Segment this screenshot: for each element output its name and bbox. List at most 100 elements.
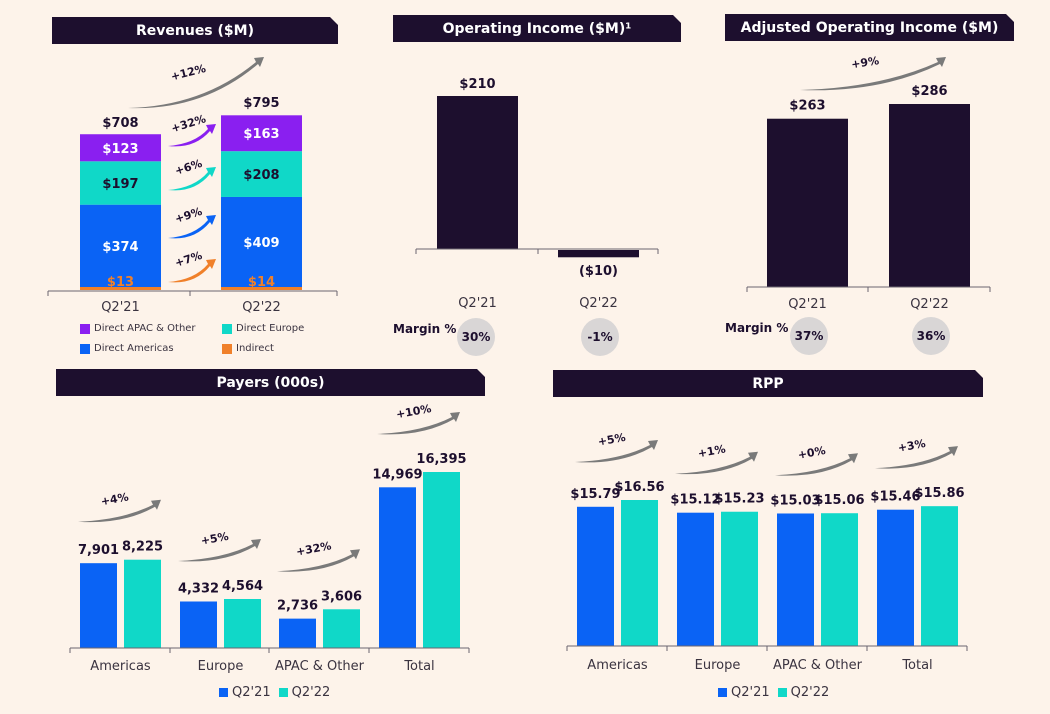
payers-2-growth-label: +32%	[295, 539, 332, 558]
payers-category-label: Americas	[90, 659, 151, 674]
rpp-value-label: $15.23	[714, 492, 764, 507]
payers-1-arrow-icon	[178, 539, 261, 562]
revenue-segment-1-arrow-icon	[168, 215, 216, 239]
operating-income-header: Operating Income ($M)¹	[393, 15, 681, 42]
payers-value-label: 8,225	[122, 540, 163, 555]
revenue-total-arrow-icon	[128, 57, 264, 109]
rpp-1-growth-label: +1%	[697, 442, 727, 460]
operating-income-bar	[437, 96, 518, 249]
operating-income-value-label: $210	[459, 77, 495, 92]
revenue-total-label: $795	[243, 96, 279, 111]
legend-label: Q2'21	[232, 685, 271, 700]
rpp-bar-q221	[577, 506, 614, 646]
payers-2-arrow-icon	[277, 549, 360, 572]
payers-bar-q222	[323, 609, 360, 648]
payers-1-growth-label: +5%	[200, 530, 230, 548]
rpp-1-arrow-icon	[675, 451, 758, 475]
adjusted-operating-income-value-label: $263	[789, 99, 825, 114]
revenues-header: Revenues ($M)	[52, 17, 338, 44]
legend-swatch-europe	[222, 323, 232, 334]
rpp-bar-q221	[777, 513, 814, 646]
revenue-value-label: $13	[107, 275, 134, 290]
payers-category-label: APAC & Other	[275, 659, 365, 674]
rpp-value-label: $15.12	[670, 493, 720, 508]
adjusted-operating-income-arrow-icon	[800, 57, 946, 91]
margin-label: Margin %	[725, 321, 789, 335]
legend-item-americas: Direct Americas	[80, 343, 174, 354]
margin-label: Margin %	[393, 322, 457, 336]
legend-swatch-indirect	[222, 343, 232, 354]
payers-header: Payers (000s)	[56, 369, 485, 396]
rpp-bar-q222	[921, 506, 958, 646]
payers-3-growth-label: +10%	[395, 402, 432, 421]
payers-bar-q222	[224, 599, 261, 648]
adjusted-operating-income-category-label: Q2'21	[788, 297, 827, 312]
adjusted-operating-income-growth-label: +9%	[850, 54, 880, 71]
rpp-value-label: $15.03	[770, 493, 820, 508]
rpp-legend: Q2'21 Q2'22	[718, 685, 829, 700]
payers-0-arrow-icon	[78, 499, 161, 523]
legend-label: Q2'21	[731, 685, 770, 700]
adjusted-operating-income-bar	[889, 104, 970, 287]
revenue-value-label: $197	[102, 177, 138, 192]
rpp-3-arrow-icon	[875, 446, 958, 469]
payers-bar-q222	[423, 472, 460, 648]
operating-income-category-label: Q2'21	[458, 296, 497, 311]
revenue-bar-direct-europe	[221, 151, 302, 197]
rpp-2-growth-label: +0%	[797, 444, 827, 462]
rpp-0-arrow-icon	[575, 440, 658, 463]
legend-label: Q2'22	[291, 685, 331, 700]
payers-value-label: 14,969	[372, 467, 422, 482]
legend-swatch-apac	[80, 323, 90, 334]
payers-bar-q221	[379, 487, 416, 648]
revenue-bar-indirect	[80, 287, 161, 290]
rpp-category-label: APAC & Other	[773, 658, 863, 673]
payers-legend: Q2'21 Q2'22	[219, 685, 330, 700]
payers-0-growth-label: +4%	[100, 490, 130, 508]
rpp-2-arrow-icon	[775, 453, 858, 476]
payers-category-label: Europe	[198, 659, 244, 674]
legend-swatch-americas	[80, 343, 90, 354]
rpp-3-growth-label: +3%	[897, 437, 927, 455]
adjusted-operating-income-header: Adjusted Operating Income ($M)	[725, 14, 1014, 41]
margin-bubble: 37%	[790, 317, 828, 355]
rpp-value-label: $15.79	[570, 487, 620, 502]
payers-bar-q221	[80, 563, 117, 648]
rpp-bar-q221	[877, 509, 914, 646]
legend-item-indirect: Indirect	[222, 343, 274, 354]
legend-label: Indirect	[236, 343, 274, 354]
payers-bar-q221	[279, 618, 316, 648]
revenue-bar-direct-apac-other	[221, 115, 302, 152]
legend-swatch-q221	[219, 688, 228, 697]
revenue-value-label: $374	[102, 240, 138, 255]
legend-label: Q2'22	[790, 685, 830, 700]
rpp-category-label: Europe	[695, 658, 741, 673]
revenue-value-label: $123	[102, 142, 138, 157]
rpp-category-label: Total	[901, 658, 932, 673]
revenue-bar-direct-americas	[80, 204, 161, 287]
adjusted-operating-income-value-label: $286	[911, 84, 947, 99]
payers-value-label: 16,395	[416, 452, 466, 467]
legend-item-apac: Direct APAC & Other	[80, 323, 196, 334]
payers-value-label: 4,332	[178, 581, 219, 596]
legend-swatch-q221	[718, 688, 727, 697]
revenue-total-label: $708	[102, 116, 138, 131]
operating-income-bar	[558, 250, 639, 258]
rpp-value-label: $15.86	[914, 486, 964, 501]
revenue-value-label: $163	[243, 127, 279, 142]
operating-income-value-label: ($10)	[579, 264, 618, 279]
legend-label: Direct Americas	[94, 343, 174, 354]
payers-3-arrow-icon	[377, 412, 460, 435]
revenue-value-label: $409	[243, 236, 279, 251]
adjusted-operating-income-bar	[767, 118, 848, 287]
legend-swatch-q222	[777, 688, 787, 697]
rpp-value-label: $15.06	[814, 493, 864, 508]
revenue-category-label: Q2'22	[242, 300, 281, 315]
revenue-segment-0-arrow-icon	[168, 259, 216, 283]
rpp-value-label: $16.56	[614, 480, 664, 495]
revenue-segment-3-arrow-icon	[168, 124, 216, 147]
